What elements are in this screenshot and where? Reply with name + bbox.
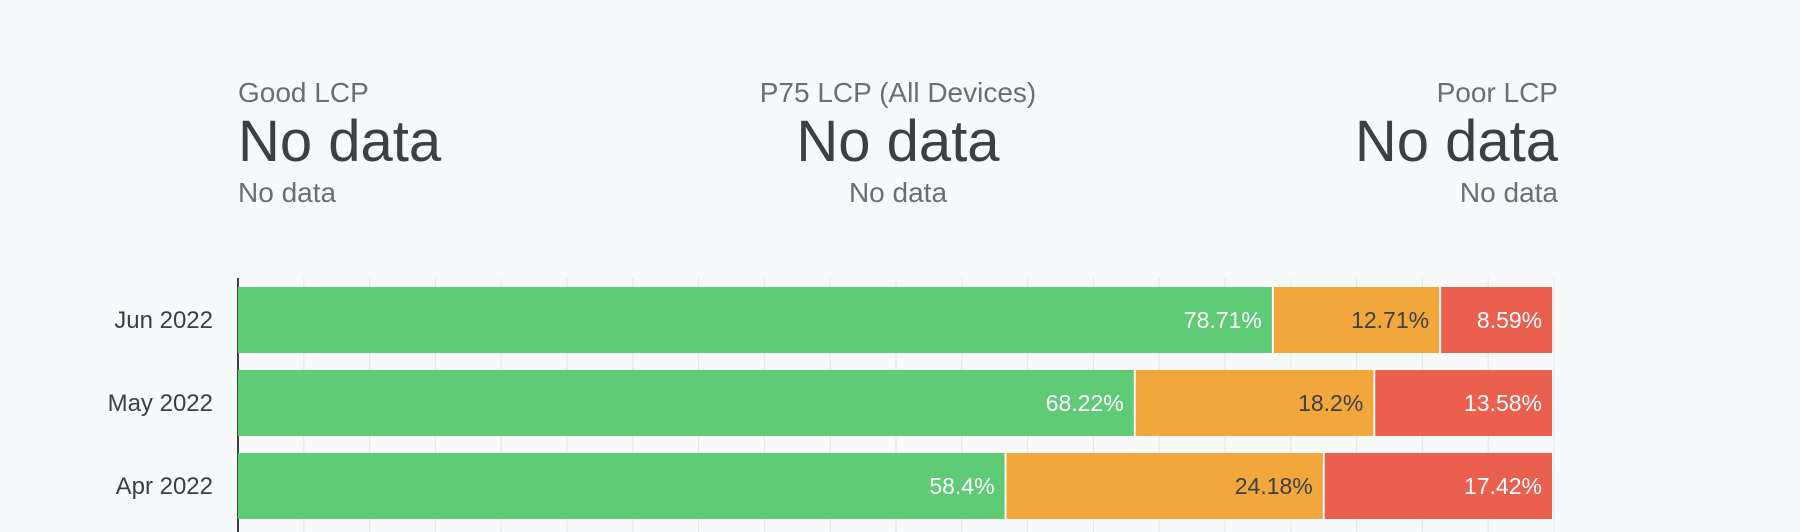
- poor-lcp-card: Poor LCP No data No data: [1138, 76, 1558, 210]
- data-label: 78.71%: [1184, 307, 1262, 333]
- data-label: 12.71%: [1351, 307, 1429, 333]
- p75-lcp-value: No data: [796, 109, 1000, 174]
- bar-segment: [1375, 370, 1552, 436]
- poor-lcp-subtext: No data: [1459, 177, 1558, 208]
- data-label: 58.4%: [929, 473, 994, 499]
- data-label: 18.2%: [1298, 390, 1363, 416]
- poor-lcp-title: Poor LCP: [1436, 77, 1558, 108]
- data-label: 68.22%: [1046, 390, 1124, 416]
- poor-lcp-value: No data: [1354, 109, 1558, 174]
- bar-segment: [1441, 287, 1553, 353]
- bar-segment: [238, 453, 1005, 519]
- p75-lcp-title: P75 LCP (All Devices): [759, 77, 1037, 108]
- good-lcp-value: No data: [238, 109, 442, 174]
- category-label: Apr 2022: [116, 473, 213, 500]
- data-label: 13.58%: [1464, 390, 1542, 416]
- data-label: 8.59%: [1477, 307, 1542, 333]
- good-lcp-subtext: No data: [238, 177, 337, 208]
- bar-segment: [1273, 287, 1440, 353]
- good-lcp-card: Good LCP No data No data: [238, 76, 658, 210]
- bar-segment: [1135, 370, 1374, 436]
- good-lcp-title: Good LCP: [238, 77, 369, 108]
- bar-segment: [238, 287, 1272, 353]
- p75-lcp-card: P75 LCP (All Devices) No data No data: [688, 76, 1108, 210]
- p75-lcp-subtext: No data: [848, 177, 948, 208]
- bar-segment: [238, 370, 1134, 436]
- category-label: Jun 2022: [114, 307, 213, 334]
- bar-segment: [1006, 453, 1323, 519]
- category-label: May 2022: [108, 390, 213, 417]
- bar-segment: [1324, 453, 1552, 519]
- data-label: 17.42%: [1464, 473, 1542, 499]
- scorecards: Good LCP No data No data P75 LCP (All De…: [238, 76, 1558, 216]
- data-label: 24.18%: [1235, 473, 1313, 499]
